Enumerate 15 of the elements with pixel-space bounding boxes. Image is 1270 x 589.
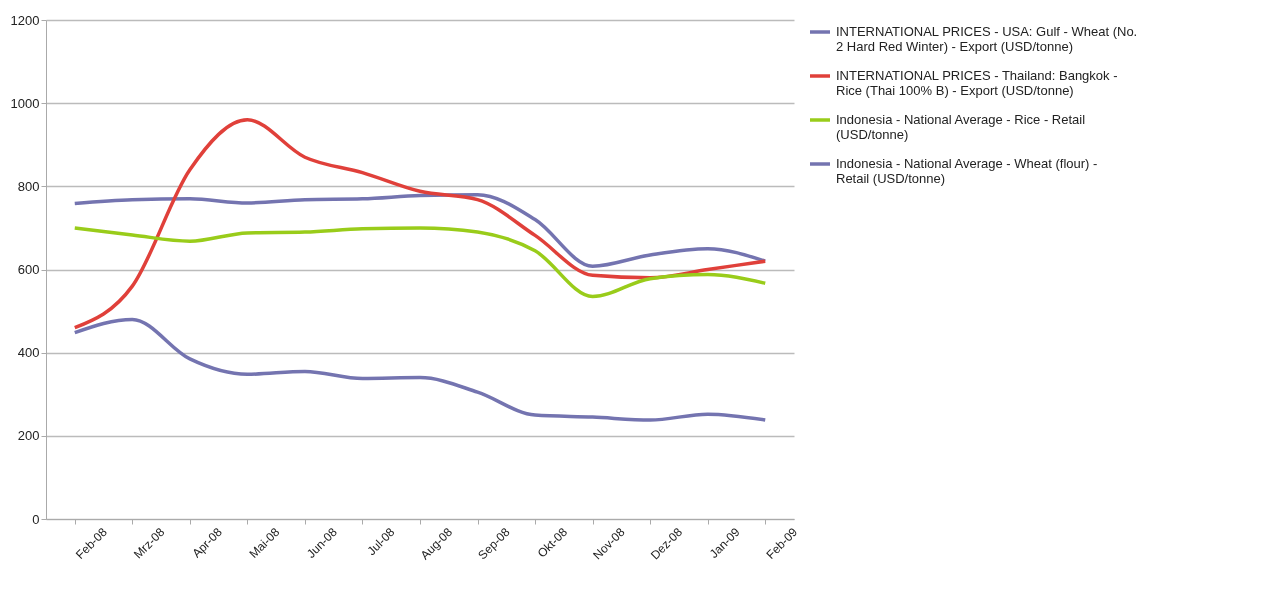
legend-label: Indonesia - National Average - Rice - Retail (USD/tonne) (836, 112, 1086, 142)
line-series (73, 118, 767, 330)
y-tick-label: 800 (17, 178, 40, 194)
line-series (73, 317, 767, 422)
y-tick-label: 1200 (10, 12, 40, 28)
y-tick-label: 1000 (10, 95, 40, 111)
line-series (73, 226, 767, 299)
y-tick-label: 200 (17, 428, 40, 444)
y-tick-label: 400 (17, 345, 40, 361)
legend-label: INTERNATIONAL PRICES - USA: Gulf - Wheat (No. 2 Hard Red Winter) - Export (USD/tonne) (836, 24, 1138, 54)
line-series (73, 192, 767, 268)
legend-label: INTERNATIONAL PRICES - Thailand: Bangkok - Rice (Thai 100% B) - Export (USD/tonne) (836, 68, 1118, 98)
y-tick-label: 0 (32, 511, 40, 527)
y-tick-label: 600 (17, 262, 40, 277)
legend-label: Indonesia - National Average - Wheat (flour) - Retail (USD/tonne) (836, 156, 1098, 186)
